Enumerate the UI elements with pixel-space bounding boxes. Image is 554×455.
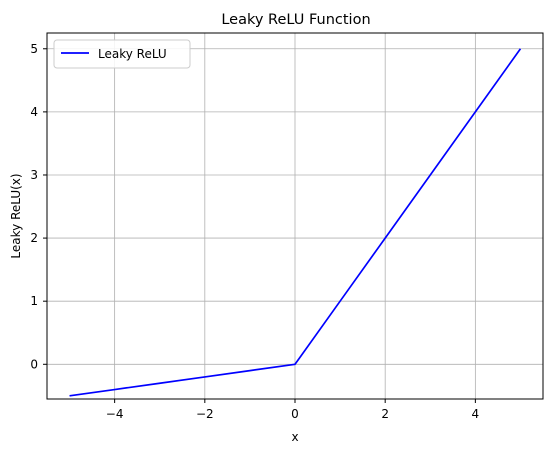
grid-lines [47,33,543,399]
x-tick-label-3: 2 [381,407,389,421]
legend-label: Leaky ReLU [98,47,167,61]
legend-box [53,39,191,69]
y-tick-label-4: 4 [30,105,38,119]
series-line-0 [69,48,522,397]
y-tick-label-5: 5 [30,42,38,56]
x-tick-label-4: 4 [472,407,480,421]
legend: Leaky ReLU [53,39,191,69]
y-tick-label-0: 0 [30,357,38,371]
x-tick-label-0: −4 [106,407,124,421]
y-axis-label: Leaky ReLU(x) [9,173,23,258]
x-axis-label: x [291,430,298,444]
x-tick-label-1: −2 [196,407,214,421]
y-tick-label-2: 2 [30,231,38,245]
series-lines [69,48,522,397]
y-tick-label-3: 3 [30,168,38,182]
axis-ticks: −4 −2 0 2 4 0 1 2 3 4 5 [30,42,479,421]
y-tick-label-1: 1 [30,294,38,308]
chart-title: Leaky ReLU Function [221,12,370,28]
x-tick-label-2: 0 [291,407,299,421]
